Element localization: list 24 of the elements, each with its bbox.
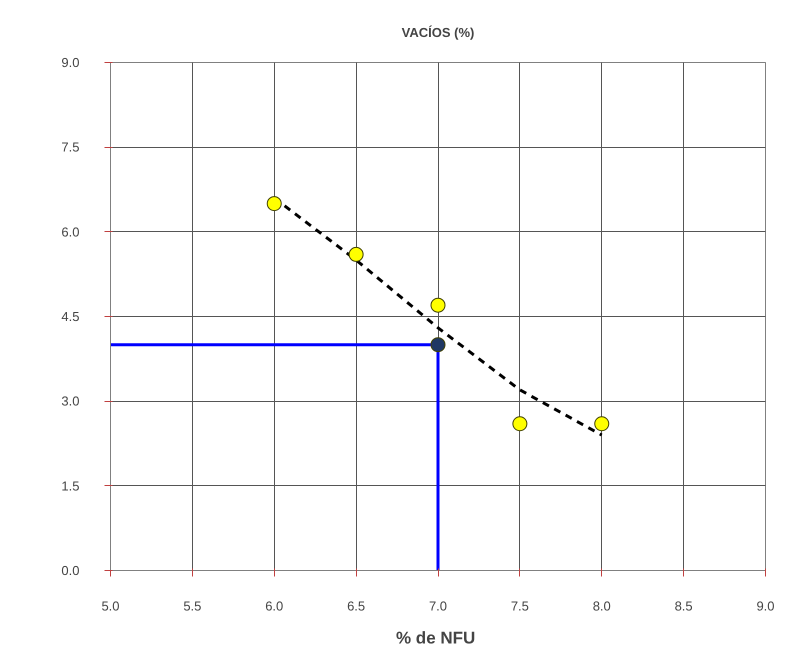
x-tick-label: 5.0 [101,598,120,614]
point [430,337,446,352]
x-tick-label: 5.5 [183,598,202,614]
x-tick-label: 9.0 [756,598,775,614]
y-tick-label: 6.0 [61,224,80,240]
point [430,298,446,313]
x-tick-label: 7.0 [428,598,448,614]
point [266,196,282,212]
x-tick-label: 6.0 [265,598,284,614]
x-tick-label: 7.5 [510,598,529,614]
x-tick-label: 6.5 [347,598,366,614]
x-tick-label: 8.5 [674,598,693,614]
point [512,416,528,432]
y-tick-label: 4.5 [61,309,80,324]
x-tick-label: 8.0 [592,598,611,614]
x-axis-title: % de NFU [396,628,476,648]
y-tick-label: 9.0 [61,55,80,70]
y-tick-label: 1.5 [61,478,80,494]
point [348,246,364,262]
y-tick-label: 7.5 [61,140,80,155]
y-tick-label: 3.0 [61,394,80,409]
y-tick-label: 0.0 [61,563,80,578]
point [594,416,610,432]
chart-title: VACÍOS (%) [402,25,474,40]
